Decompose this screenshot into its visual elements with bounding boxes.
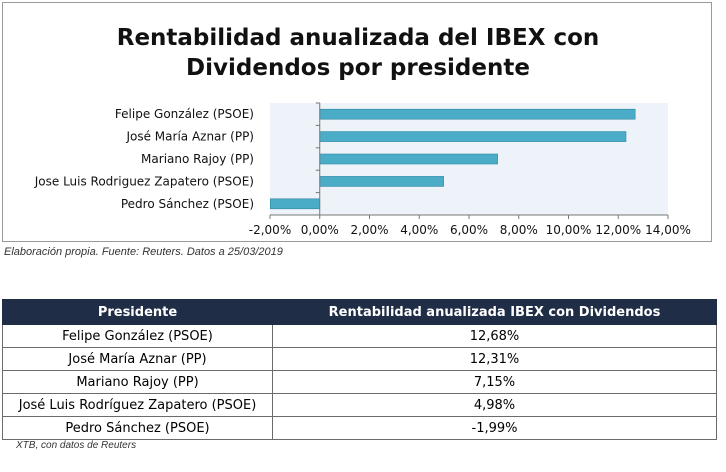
x-tick-label: 0,00% (301, 223, 339, 237)
x-tick-label: 14,00% (645, 223, 691, 237)
chart-container: Rentabilidad anualizada del IBEX con Div… (2, 2, 712, 242)
category-label: Jose Luis Rodriguez Zapatero (PSOE) (34, 174, 254, 188)
chart-title-line-1: Rentabilidad anualizada del IBEX con (116, 25, 600, 51)
results-table: Presidente Rentabilidad anualizada IBEX … (2, 299, 717, 440)
category-label: Felipe González (PSOE) (115, 107, 254, 121)
chart-source-note: Elaboración propia. Fuente: Reuters. Dat… (4, 246, 283, 258)
bar (319, 176, 444, 187)
table-row: José María Aznar (PP) 12,31% (2, 347, 717, 371)
column-header-president: Presidente (2, 299, 273, 325)
x-tick-label: -2,00% (249, 223, 291, 237)
x-tick-label: 10,00% (546, 223, 592, 237)
x-tick-label: 12,00% (595, 223, 641, 237)
bar (319, 153, 498, 165)
return-value-cell: 4,98% (272, 393, 717, 417)
president-cell: Pedro Sánchez (PSOE) (2, 416, 273, 440)
category-label: José María Aznar (PP) (125, 130, 254, 144)
bar-chart: Felipe González (PSOE) José María Aznar (… (34, 102, 691, 237)
table-row: Mariano Rajoy (PP) 7,15% (2, 370, 717, 394)
president-cell: José Luis Rodríguez Zapatero (PSOE) (2, 393, 273, 417)
bar (269, 198, 321, 210)
x-tick-label: 6,00% (450, 223, 488, 237)
return-value-cell: 7,15% (272, 370, 717, 394)
table-row: José Luis Rodríguez Zapatero (PSOE) 4,98% (2, 393, 717, 417)
x-tick-label: 4,00% (400, 223, 438, 237)
president-cell: José María Aznar (PP) (2, 347, 273, 371)
category-label: Pedro Sánchez (PSOE) (121, 197, 254, 211)
return-value-cell: 12,31% (272, 347, 717, 371)
table-row: Felipe González (PSOE) 12,68% (2, 324, 717, 348)
chart-title-line-2: Dividendos por presidente (186, 55, 530, 81)
table-source-note: XTB, con datos de Reuters (16, 440, 137, 451)
return-value-cell: -1,99% (272, 416, 717, 440)
bar (319, 131, 627, 142)
bar (319, 108, 636, 120)
x-tick-label: 8,00% (500, 223, 538, 237)
return-value-cell: 12,68% (272, 324, 717, 348)
president-cell: Felipe González (PSOE) (2, 324, 273, 348)
table-header-row: Presidente Rentabilidad anualizada IBEX … (2, 299, 717, 325)
x-tick-label: 2,00% (350, 223, 388, 237)
category-label: Mariano Rajoy (PP) (141, 152, 254, 166)
president-cell: Mariano Rajoy (PP) (2, 370, 273, 394)
table-row: Pedro Sánchez (PSOE) -1,99% (2, 416, 717, 440)
column-header-return: Rentabilidad anualizada IBEX con Dividen… (272, 299, 717, 325)
